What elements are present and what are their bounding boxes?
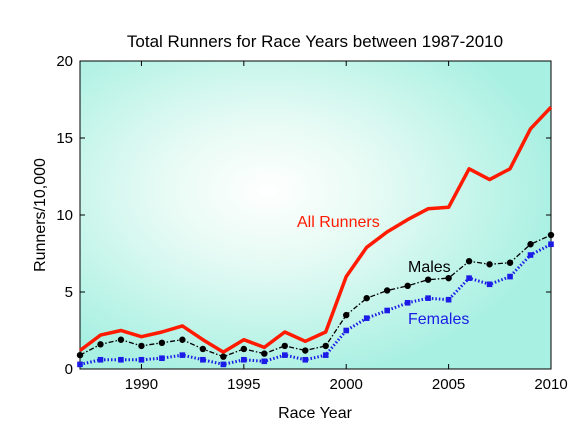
x-tick-label: 1995 — [227, 376, 260, 393]
females-point — [466, 275, 472, 281]
males-point — [527, 241, 534, 248]
females-point — [138, 356, 145, 363]
x-tick-label: 1990 — [125, 376, 158, 393]
females-point — [343, 327, 350, 334]
males-point — [281, 342, 288, 350]
series-line-all-runners — [78, 105, 553, 354]
females-point — [527, 252, 534, 258]
axes: 1990 1995 2000 2005 2010 0 5 10 15 20 — [56, 53, 567, 393]
females-point — [425, 295, 431, 301]
females-point — [302, 356, 309, 363]
males-point — [465, 258, 473, 265]
males-point — [302, 347, 309, 354]
males-point — [383, 287, 391, 294]
males-point — [220, 353, 227, 360]
females-point — [220, 361, 227, 368]
legend-label-all-runners: All Runners — [297, 214, 380, 231]
males-point — [547, 231, 555, 239]
males-point — [424, 276, 432, 283]
females-point — [77, 361, 83, 368]
y-tick-label: 0 — [65, 361, 73, 378]
males-point — [261, 350, 268, 357]
y-tick-label: 20 — [56, 53, 73, 70]
series-line-females — [79, 242, 552, 366]
chart-title: Total Runners for Race Years between 198… — [127, 32, 503, 51]
y-tick-label: 5 — [65, 284, 73, 301]
females-point — [548, 241, 554, 248]
females-point — [322, 352, 329, 358]
females-point — [281, 352, 288, 358]
x-tick-label: 2005 — [432, 376, 465, 393]
x-tick-label: 2000 — [330, 376, 363, 393]
females-point — [241, 356, 247, 363]
females-point — [507, 273, 513, 280]
females-point — [363, 315, 370, 321]
males-point — [76, 351, 84, 359]
females-point — [486, 281, 493, 288]
males-point — [179, 336, 186, 343]
males-point — [486, 261, 493, 268]
x-axis-label: Race Year — [278, 405, 353, 422]
males-point — [158, 339, 166, 347]
y-tick-label: 15 — [56, 130, 73, 147]
plot-area — [79, 60, 552, 370]
males-point — [506, 259, 514, 266]
males-point — [445, 274, 452, 282]
females-point — [445, 296, 452, 303]
males-point — [322, 342, 329, 350]
females-point — [118, 356, 124, 363]
females-point — [200, 356, 206, 363]
legend-label-females: Females — [408, 311, 469, 328]
legend-label-males: Males — [408, 259, 451, 276]
males-point — [199, 345, 207, 353]
males-point — [240, 345, 248, 353]
males-point — [117, 336, 125, 343]
males-point — [363, 294, 370, 302]
males-point — [404, 282, 411, 290]
y-axis-label: Runners/10,000 — [32, 158, 49, 272]
females-point — [97, 356, 104, 363]
x-tick-label: 2010 — [534, 376, 567, 393]
females-point — [404, 299, 411, 306]
y-tick-label: 10 — [56, 207, 73, 224]
females-point — [159, 355, 165, 362]
males-point — [97, 341, 104, 348]
males-point — [343, 311, 350, 319]
series-layer — [76, 105, 555, 368]
females-point — [261, 358, 268, 365]
females-point — [179, 352, 186, 358]
males-point — [138, 342, 145, 350]
females-point — [384, 307, 390, 314]
